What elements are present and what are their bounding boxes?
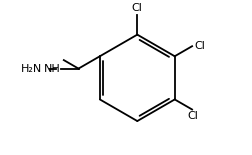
Text: Cl: Cl [187, 111, 198, 121]
Text: NH: NH [44, 64, 60, 74]
Text: Cl: Cl [131, 3, 142, 13]
Text: H₂N: H₂N [21, 64, 42, 74]
Text: Cl: Cl [193, 41, 204, 51]
